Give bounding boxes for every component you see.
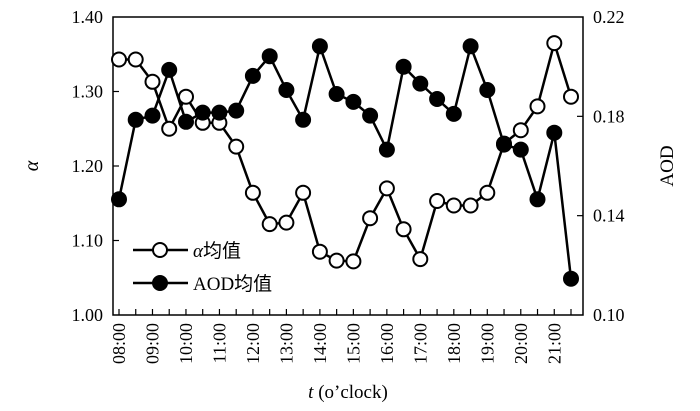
alpha-point <box>228 138 245 155</box>
alpha-point <box>362 210 379 227</box>
x-tick-label: 15:00 <box>343 323 363 364</box>
alpha-point <box>429 193 446 209</box>
aod-point <box>563 270 579 287</box>
y-tick-label-right: 0.18 <box>593 106 625 126</box>
y-tick-label-left: 1.40 <box>72 7 104 27</box>
alpha-point <box>278 214 295 231</box>
legend-label-alpha-rest: 均值 <box>203 240 241 262</box>
aod-point <box>311 38 328 55</box>
aod-point <box>111 191 127 208</box>
y-tick-label-left: 1.00 <box>72 305 104 325</box>
alpha-point <box>161 120 178 137</box>
aod-point <box>429 91 446 107</box>
aod-point <box>278 82 295 98</box>
aod-point <box>496 136 512 153</box>
alpha-point <box>546 35 563 52</box>
alpha-point <box>178 88 194 105</box>
aod-point <box>412 75 429 92</box>
alpha-point <box>261 216 278 233</box>
aod-point <box>529 191 546 208</box>
aod-point <box>479 82 496 98</box>
aod-point <box>161 61 178 78</box>
x-tick-label: 09:00 <box>142 323 162 364</box>
y-axis-label-left: α <box>21 160 43 171</box>
aod-point <box>127 111 144 128</box>
y-tick-label-right: 0.10 <box>593 305 625 325</box>
legend-label-alpha: α均值 <box>193 240 241 262</box>
aod-point <box>512 141 529 158</box>
legend-label-alpha-italic: α <box>193 241 204 262</box>
alpha-point <box>378 180 395 197</box>
alpha-point <box>345 253 362 270</box>
y-tick-label-left: 1.30 <box>72 82 104 102</box>
aod-point <box>178 113 194 130</box>
y-tick-label-right: 0.22 <box>593 7 625 27</box>
alpha-point <box>144 73 161 90</box>
aod-point <box>345 93 362 110</box>
axis-ticks <box>113 90 583 315</box>
plot-frame <box>112 16 584 316</box>
x-tick-label: 18:00 <box>444 323 464 364</box>
x-tick-label: 10:00 <box>176 323 196 364</box>
x-axis-label-italic: t <box>308 382 314 403</box>
x-tick-label: 21:00 <box>544 323 564 364</box>
x-tick-label: 14:00 <box>310 323 330 364</box>
tick-labels: 1.00 1.10 1.20 1.30 1.40 0.10 0.14 0.18 0.22 08:0… <box>72 7 625 364</box>
x-axis-label: t (o’clock) <box>308 382 388 403</box>
legend-label-aod: AOD均值 <box>193 273 272 295</box>
alpha-point <box>512 122 529 139</box>
y-tick-label-left: 1.10 <box>72 231 104 251</box>
alpha-point <box>328 252 345 269</box>
alpha-point <box>311 243 328 260</box>
aod-point <box>244 67 261 84</box>
alpha-point <box>445 197 462 214</box>
alpha-point <box>563 88 579 105</box>
aod-point <box>362 107 379 124</box>
aod-point <box>328 86 345 102</box>
alpha-point <box>295 184 312 201</box>
series-layer <box>111 35 579 287</box>
aod-point <box>445 105 462 122</box>
legend: α均值 AOD均值 <box>133 240 272 295</box>
aod-point <box>194 104 211 121</box>
alpha-point <box>111 51 127 68</box>
legend-marker-aod <box>152 275 168 291</box>
y-axis-label-right: AOD <box>657 145 678 186</box>
alpha-point <box>462 197 479 214</box>
legend-marker-alpha <box>152 242 168 258</box>
aod-point <box>228 102 245 119</box>
aod-point <box>211 104 228 121</box>
y-tick-label-right: 0.14 <box>593 206 625 226</box>
aod-point <box>261 48 278 65</box>
x-tick-label: 11:00 <box>209 323 229 363</box>
x-tick-label: 12:00 <box>243 323 263 364</box>
alpha-point <box>395 221 412 238</box>
alpha-point <box>529 98 546 115</box>
aod-point <box>378 141 395 158</box>
x-tick-label: 17:00 <box>410 323 430 364</box>
x-axis-label-rest: (o’clock) <box>313 382 387 403</box>
series-line-alpha <box>119 41 573 263</box>
x-tick-label: 08:00 <box>109 323 129 364</box>
x-tick-label: 19:00 <box>477 323 497 364</box>
aod-point <box>144 107 161 124</box>
x-tick-label: 16:00 <box>377 323 397 364</box>
y-tick-label-left: 1.20 <box>72 156 104 176</box>
x-tick-label: 13:00 <box>276 323 296 364</box>
series-line-aod <box>117 45 573 279</box>
x-tick-label: 20:00 <box>511 323 531 364</box>
alpha-point <box>412 251 429 268</box>
alpha-point <box>127 51 144 68</box>
alpha-point <box>479 184 496 201</box>
aod-point <box>295 111 312 128</box>
alpha-point <box>244 184 261 201</box>
aod-point <box>462 38 479 55</box>
aod-point <box>546 124 563 141</box>
aod-point <box>395 58 412 75</box>
